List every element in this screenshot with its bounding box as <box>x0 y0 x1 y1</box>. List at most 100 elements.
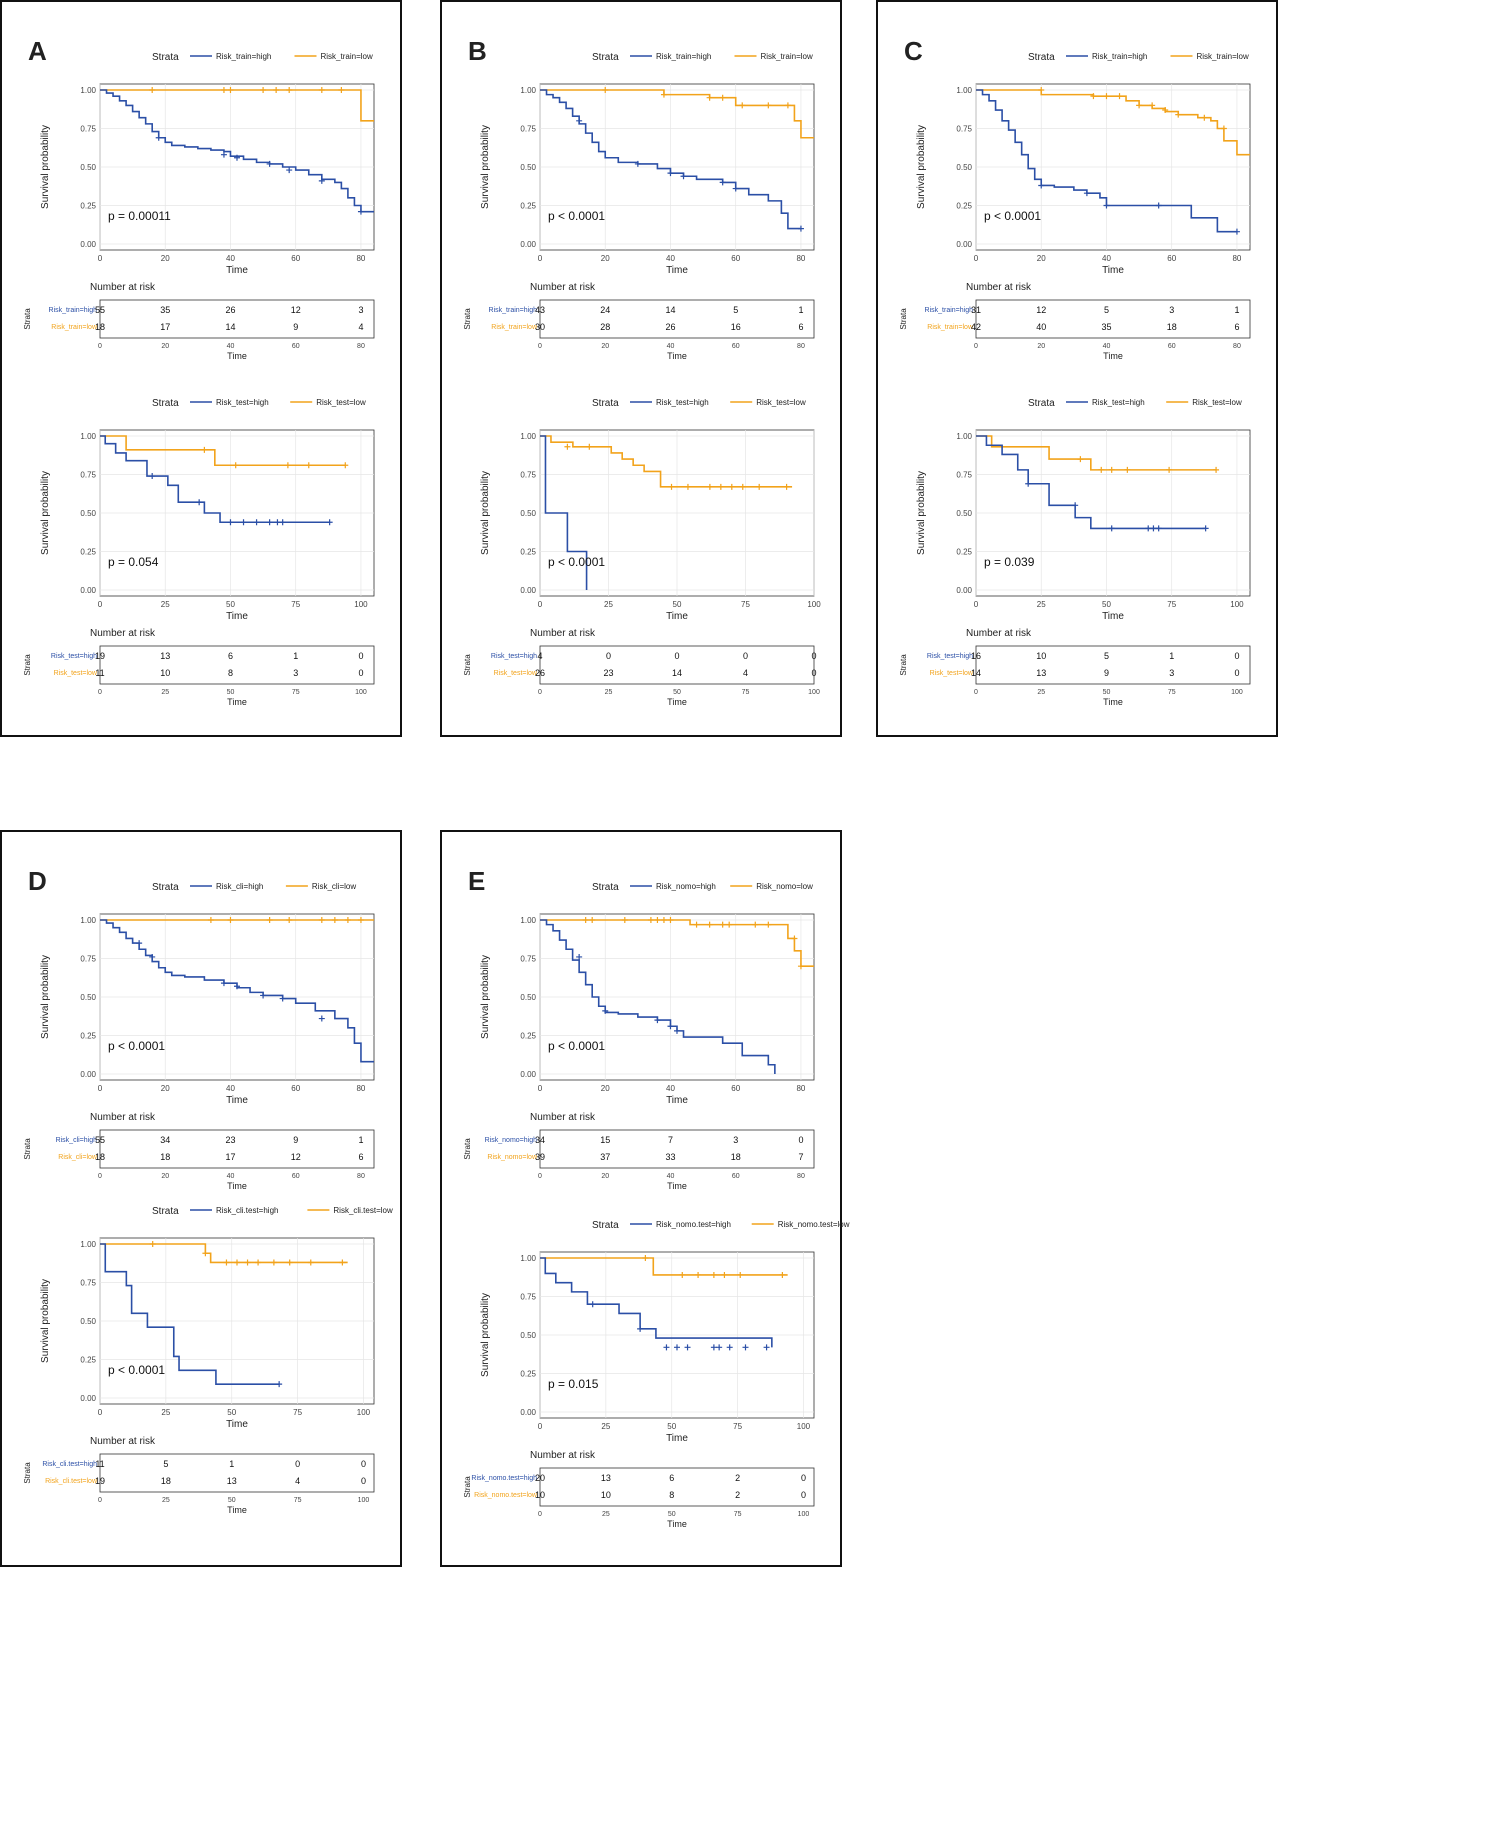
risk-row-label-low: Risk_test=low <box>930 670 974 677</box>
x-tick-label: 80 <box>796 254 805 263</box>
risk-count-high: 23 <box>225 1135 235 1145</box>
censor-mark-low <box>305 462 312 469</box>
risk-table-box <box>539 1129 815 1169</box>
risk-count-low: 17 <box>160 322 170 332</box>
x-axis-title: Time <box>666 611 688 622</box>
risk-count-high: 0 <box>361 1459 366 1469</box>
risk-table-title: Number at risk <box>966 282 1032 293</box>
panel-label: C <box>904 36 923 66</box>
km-plot-1: Strata Risk_train=high Risk_train=low 0 20 40… <box>899 52 1251 361</box>
y-tick-label: 1.00 <box>520 1254 536 1263</box>
risk-count-high: 3 <box>733 1135 738 1145</box>
y-tick-label: 0.50 <box>80 993 96 1002</box>
censor-mark-low <box>286 1259 293 1266</box>
y-tick-label: 0.25 <box>80 1032 96 1041</box>
censor-mark-high <box>667 170 674 177</box>
legend-title: Strata <box>592 882 619 893</box>
censor-mark-high <box>716 1344 723 1351</box>
km-curve-high <box>540 919 776 1074</box>
x-tick-label: 40 <box>1102 254 1111 263</box>
censor-mark-low <box>149 1241 156 1247</box>
censor-mark-high <box>674 1027 680 1034</box>
risk-count-low: 18 <box>95 1152 105 1162</box>
x-tick-label: 0 <box>538 254 543 263</box>
risk-x-tick: 60 <box>732 343 740 350</box>
x-axis-title: Time <box>226 1419 248 1430</box>
risk-table-title: Number at risk <box>90 628 156 639</box>
risk-x-tick: 25 <box>1037 689 1045 696</box>
legend-low-label: Risk_train=low <box>321 52 373 61</box>
km-plot-1: Strata Risk_train=high Risk_train=low 0 20 40… <box>463 52 815 361</box>
y-tick-label: 0.25 <box>520 1032 536 1041</box>
risk-x-tick: 40 <box>227 1173 235 1180</box>
risk-count-high: 35 <box>160 305 170 315</box>
censor-mark-low <box>1116 93 1123 100</box>
risk-x-axis-title: Time <box>667 1181 687 1191</box>
censor-mark-low <box>783 483 790 490</box>
risk-table-title: Number at risk <box>530 1112 596 1123</box>
x-tick-label: 75 <box>741 600 750 609</box>
risk-count-low: 13 <box>1036 668 1046 678</box>
risk-strata-axis: Strata <box>463 1138 472 1160</box>
y-axis-title: Survival probability <box>916 471 927 555</box>
y-tick-label: 0.75 <box>520 125 536 134</box>
censor-mark-high <box>318 177 325 184</box>
risk-count-low: 18 <box>160 1152 170 1162</box>
risk-table-box <box>99 1129 375 1169</box>
risk-x-tick: 100 <box>1231 689 1243 696</box>
risk-x-tick: 100 <box>358 1497 370 1504</box>
risk-count-low: 3 <box>293 668 298 678</box>
x-tick-label: 100 <box>807 600 821 609</box>
x-axis-title: Time <box>1102 265 1124 276</box>
legend-high-label: Risk_train=high <box>656 52 711 61</box>
risk-count-low: 0 <box>811 668 816 678</box>
risk-count-high: 0 <box>295 1459 300 1469</box>
y-tick-label: 0.25 <box>956 548 972 557</box>
risk-x-tick: 60 <box>1168 343 1176 350</box>
censor-mark-high <box>1155 202 1162 209</box>
risk-strata-axis: Strata <box>463 654 472 676</box>
y-tick-label: 1.00 <box>80 432 96 441</box>
risk-row-label-low: Risk_train=low <box>491 324 538 331</box>
risk-count-high: 5 <box>1104 305 1109 315</box>
x-tick-label: 75 <box>293 1408 302 1417</box>
risk-count-low: 8 <box>228 668 233 678</box>
legend-high-label: Risk_nomo.test=high <box>656 1220 731 1229</box>
risk-strata-axis: Strata <box>899 308 908 330</box>
censor-mark-low <box>660 91 667 98</box>
censor-mark-low <box>201 446 208 453</box>
censor-mark-high <box>240 519 247 526</box>
legend-low-label: Risk_nomo.test=low <box>778 1220 850 1229</box>
risk-count-low: 4 <box>358 322 363 332</box>
risk-count-low: 11 <box>95 668 104 678</box>
risk-count-low: 0 <box>358 668 363 678</box>
risk-count-low: 8 <box>669 1490 674 1500</box>
censor-mark-low <box>1090 93 1097 100</box>
risk-x-tick: 75 <box>742 689 750 696</box>
censor-mark-high <box>654 1017 661 1024</box>
risk-table-title: Number at risk <box>90 282 156 293</box>
censor-mark-high <box>726 1344 733 1351</box>
risk-x-tick: 20 <box>1037 343 1045 350</box>
x-tick-label: 20 <box>161 254 170 263</box>
censor-mark-low <box>728 483 735 490</box>
risk-count-high: 9 <box>293 1135 298 1145</box>
censor-mark-low <box>586 443 593 450</box>
censor-mark-low <box>260 87 267 93</box>
censor-mark-low <box>342 462 349 469</box>
risk-count-low: 10 <box>601 1490 611 1500</box>
legend-title: Strata <box>152 1206 179 1217</box>
risk-count-high: 7 <box>668 1135 673 1145</box>
x-tick-label: 80 <box>1232 254 1241 263</box>
risk-row-label-low: Risk_train=low <box>51 324 98 331</box>
y-tick-label: 0.00 <box>956 240 972 249</box>
risk-count-high: 55 <box>95 1135 105 1145</box>
censor-mark-low <box>1166 466 1173 473</box>
risk-x-tick: 60 <box>292 343 300 350</box>
y-tick-label: 0.50 <box>80 509 96 518</box>
censor-mark-high <box>797 225 804 232</box>
legend-title: Strata <box>1028 398 1055 409</box>
